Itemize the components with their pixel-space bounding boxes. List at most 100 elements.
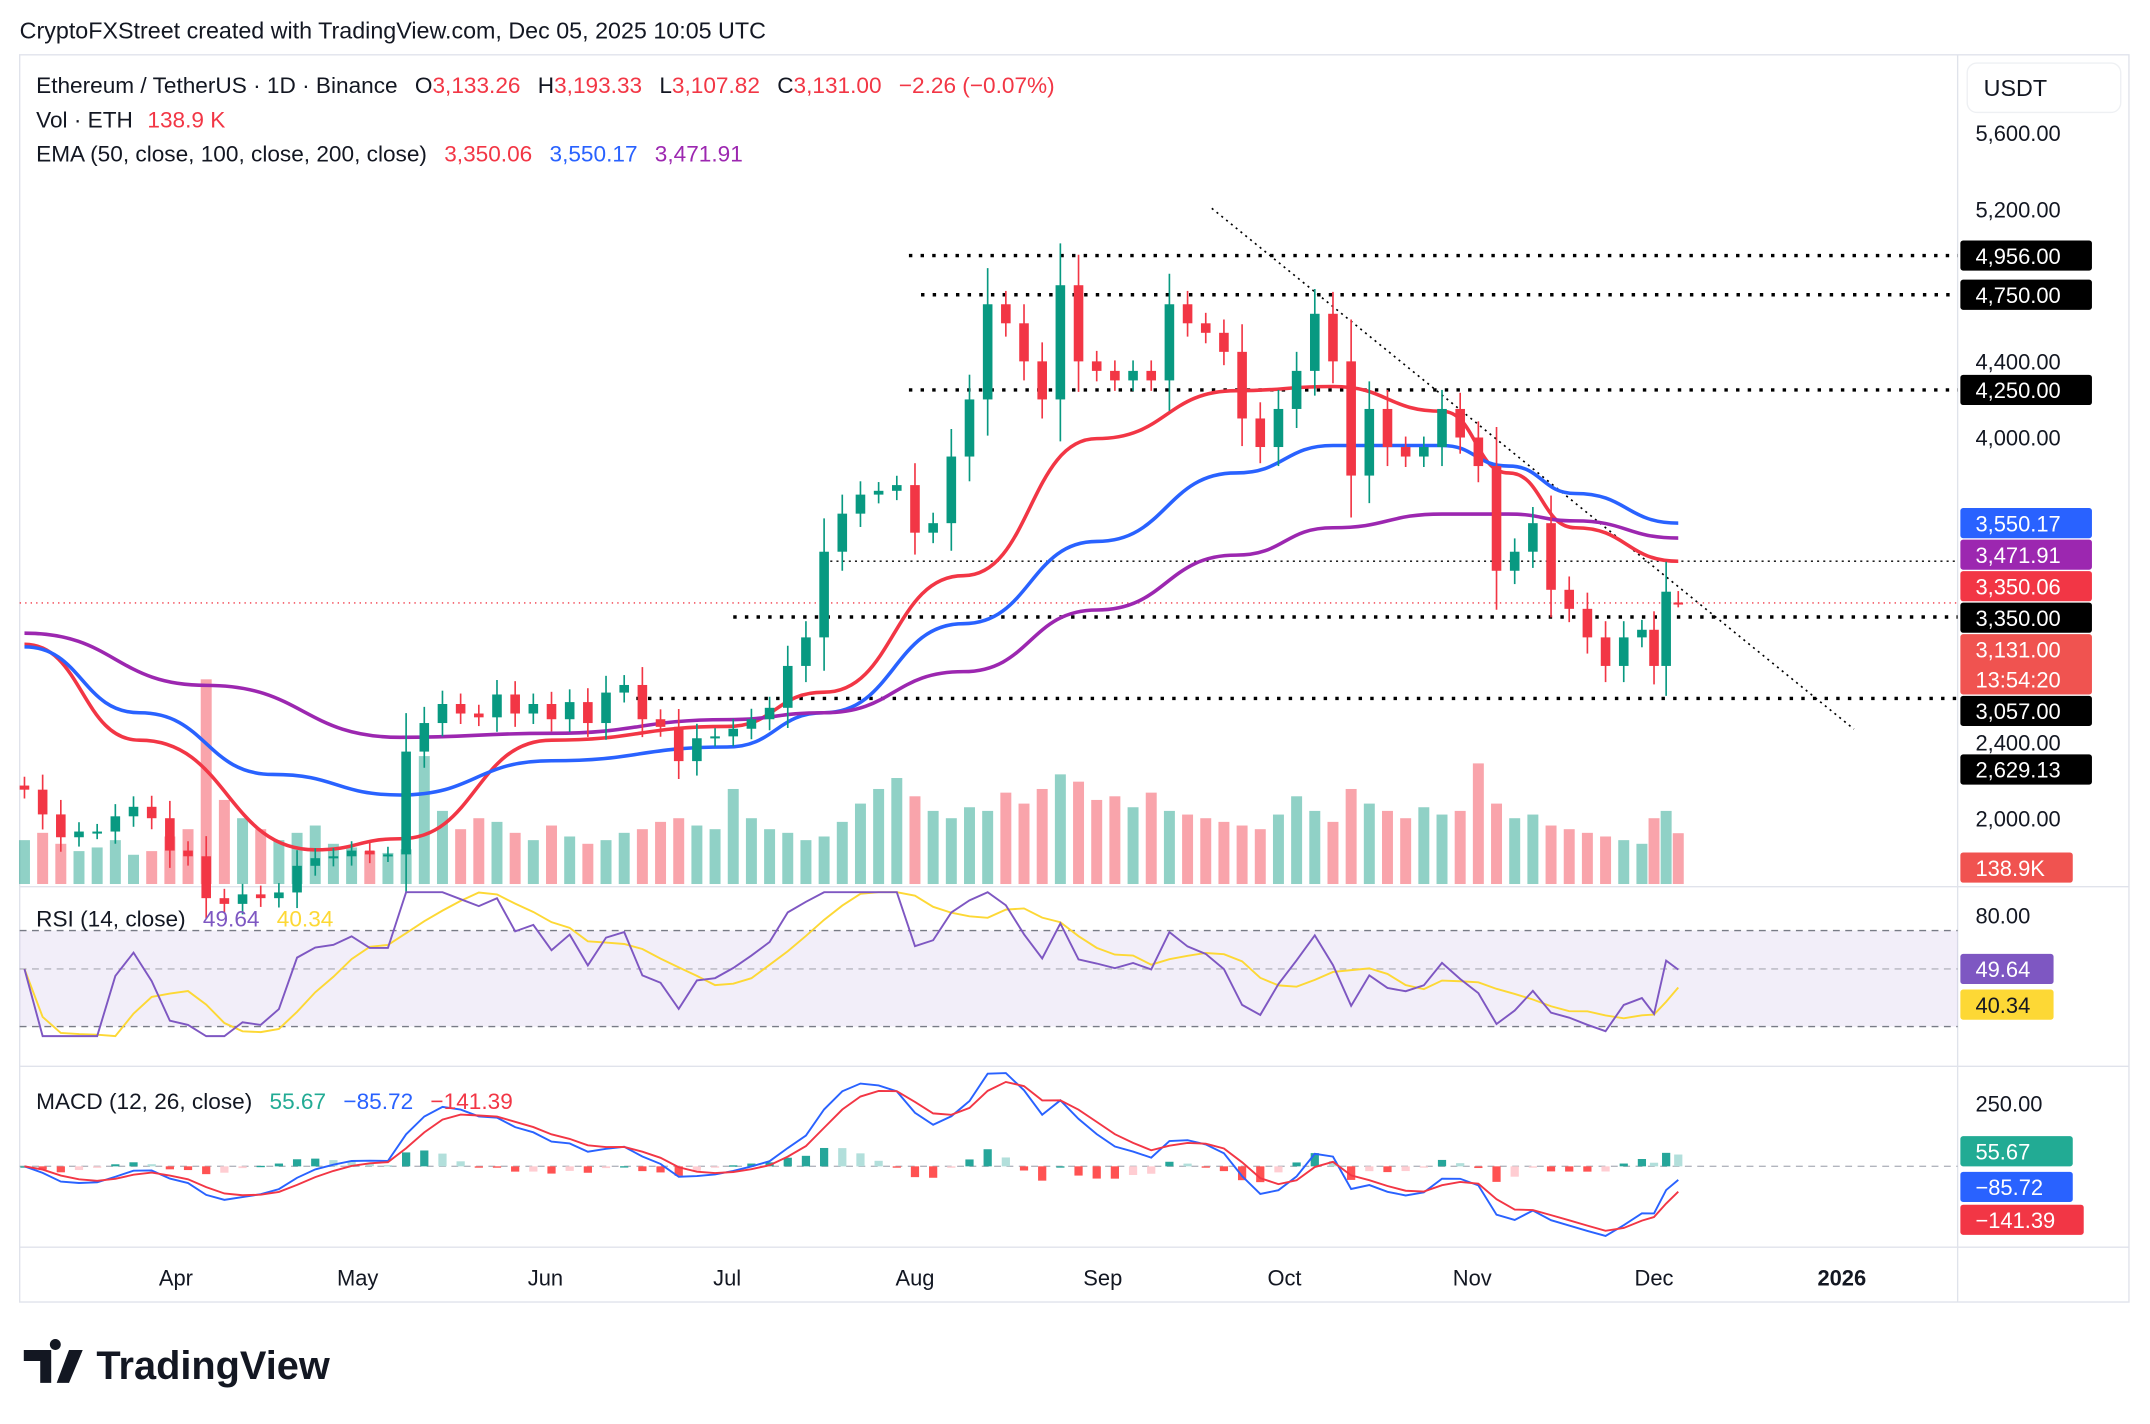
volume-bar xyxy=(1491,803,1503,885)
candle-body xyxy=(1400,447,1411,457)
macd-histogram-bar xyxy=(347,1161,356,1167)
candle xyxy=(801,621,811,683)
candle-body xyxy=(1128,370,1138,381)
volume-bar xyxy=(709,829,721,885)
candle-body xyxy=(946,456,957,524)
candle-body xyxy=(1309,313,1320,371)
candle-body xyxy=(128,806,139,817)
candle-body xyxy=(492,694,502,718)
candle xyxy=(1291,351,1302,428)
volume-bar xyxy=(73,851,85,885)
candle-body xyxy=(1364,408,1375,476)
candle-body xyxy=(1419,447,1429,457)
symbol-name[interactable]: Ethereum / TetherUS · 1D · Binance xyxy=(36,73,398,98)
macd-histogram-bar xyxy=(1292,1162,1301,1167)
candle xyxy=(492,680,502,732)
macd-histogram-bar xyxy=(692,1166,702,1171)
candle xyxy=(546,691,557,732)
macd-histogram-bar xyxy=(111,1164,120,1167)
volume-bar xyxy=(1581,832,1593,885)
candle-body xyxy=(1491,466,1502,571)
volume-bar xyxy=(37,832,49,885)
horizontal-levels[interactable] xyxy=(19,207,1958,730)
volume-value: 138.9 K xyxy=(147,107,225,132)
candle-body xyxy=(1019,323,1029,362)
candle xyxy=(1600,621,1611,683)
macd-histogram-bar xyxy=(93,1166,102,1168)
price-badge-bg xyxy=(1960,539,2092,570)
candle xyxy=(383,846,393,862)
low-value: 3,107.82 xyxy=(672,73,760,98)
volume-bar xyxy=(909,796,921,885)
volume-bar xyxy=(582,843,594,885)
candle-body xyxy=(183,850,193,857)
price-badge: 3,471.91 xyxy=(1960,539,2092,570)
macd-histogram-bar xyxy=(547,1166,556,1174)
macd-histogram-bar xyxy=(1128,1166,1138,1176)
volume-bar xyxy=(200,679,212,885)
currency-button[interactable]: USDT xyxy=(1966,62,2122,114)
macd-histogram-bar xyxy=(129,1162,138,1167)
candle-body xyxy=(1001,304,1011,324)
candle-body xyxy=(1055,285,1066,400)
candle xyxy=(1164,273,1175,411)
candles xyxy=(19,243,1684,919)
candle-body xyxy=(292,865,302,893)
price-badge: 3,350.00 xyxy=(1960,602,2092,633)
macd-histogram-bar xyxy=(1492,1166,1501,1182)
macd-histogram-bar xyxy=(1147,1166,1156,1174)
candle-body xyxy=(692,738,702,762)
candle xyxy=(1437,389,1447,467)
candle xyxy=(601,675,611,740)
volume-bar xyxy=(1309,810,1321,885)
candle xyxy=(1564,576,1575,623)
tradingview-logo: TradingView xyxy=(23,1339,330,1388)
macd-histogram-bar xyxy=(1165,1161,1174,1167)
macd-signal-line xyxy=(24,1080,1679,1232)
macd-histogram-bar xyxy=(1219,1166,1229,1172)
candle xyxy=(110,804,121,844)
candle xyxy=(19,776,30,799)
candle xyxy=(401,713,411,893)
open-value: 3,133.26 xyxy=(432,73,520,98)
macd-histogram-bar xyxy=(1074,1166,1083,1176)
macd-histogram-bar xyxy=(1347,1166,1356,1180)
candle xyxy=(982,268,993,436)
price-badge: 4,250.00 xyxy=(1960,374,2092,405)
macd-histogram-bar xyxy=(1019,1166,1029,1171)
candle xyxy=(892,475,902,501)
macd-badge-text: 55.67 xyxy=(1975,1139,2030,1164)
volume-bar xyxy=(91,847,103,885)
macd-histogram-bar xyxy=(874,1160,883,1167)
rsi-ma-badge-text: 40.34 xyxy=(1975,993,2030,1018)
candle xyxy=(1346,319,1356,518)
candle xyxy=(274,883,284,908)
volume-bar xyxy=(1400,818,1412,885)
candle-body xyxy=(583,702,593,724)
rsi-value: 49.64 xyxy=(203,906,260,931)
candle xyxy=(1146,360,1157,391)
volume-bar xyxy=(691,825,703,885)
macd-badge-text: −141.39 xyxy=(1975,1208,2055,1233)
currency-label: USDT xyxy=(1984,75,2047,101)
candle xyxy=(964,374,975,482)
candle-body xyxy=(892,485,902,491)
macd-histogram-bar xyxy=(1637,1159,1647,1167)
candle-body xyxy=(1564,589,1575,609)
price-badge: 4,750.00 xyxy=(1960,279,2092,310)
time-tick-Aug: Aug xyxy=(895,1266,934,1291)
candle-body xyxy=(237,894,248,904)
volume-bar xyxy=(1145,792,1157,885)
price-tick: 5,600.00 xyxy=(1975,121,2060,146)
candle xyxy=(1200,312,1211,344)
candle-body xyxy=(1382,408,1393,448)
time-axis[interactable]: Apr May Jun Jul Aug Sep Oct Nov Dec 2026 xyxy=(159,1266,1866,1291)
volume-bar xyxy=(109,840,121,885)
time-tick-2026: 2026 xyxy=(1817,1266,1866,1291)
candle-body xyxy=(837,513,848,552)
candle-body xyxy=(1582,608,1593,638)
volume-bar xyxy=(600,840,612,885)
volume-bar xyxy=(1600,836,1612,885)
price-axis[interactable]: 5,600.00 5,200.00 4,400.00 4,000.00 2,400.00… xyxy=(1960,121,2092,883)
